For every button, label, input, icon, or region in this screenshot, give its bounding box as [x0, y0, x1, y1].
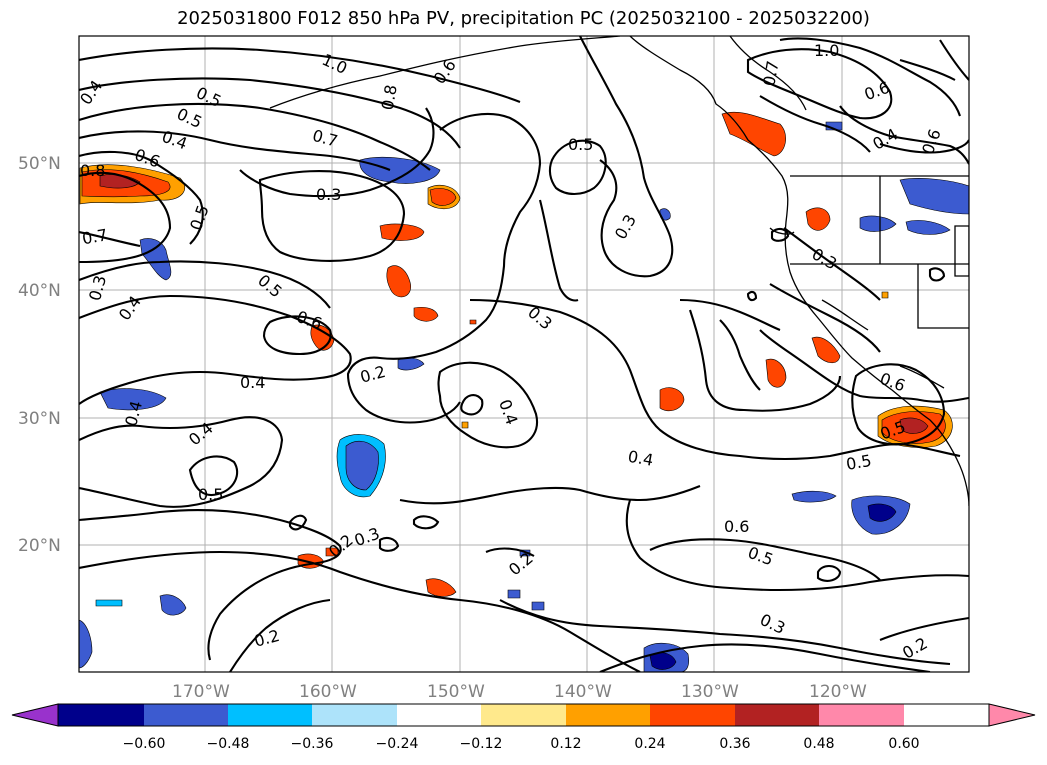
- colorbar-segment: [312, 704, 397, 726]
- map-area: 0.4 0.5 1.0 0.6 0.8 0.7 0.5 1.0 0.6 0.4 …: [79, 36, 969, 672]
- contour-label: 0.6: [724, 517, 749, 536]
- contour-label: 0.8: [378, 83, 401, 111]
- lon-label-170w: 170°W: [172, 682, 230, 702]
- colorbar-segment: [650, 704, 735, 726]
- map-title: 2025031800 F012 850 hPa PV, precipitatio…: [177, 8, 870, 29]
- graticule: [79, 36, 969, 672]
- lon-label-130w: 130°W: [681, 682, 739, 702]
- colorbar-tick-label: −0.24: [376, 736, 419, 752]
- contour-label: 0.4: [240, 373, 265, 392]
- colorbar-tick-label: −0.48: [207, 736, 250, 752]
- map-frame: [78, 35, 970, 673]
- colorbar-min-extension: [11, 703, 59, 727]
- lat-label-30n: 30°N: [18, 409, 61, 429]
- colorbar-ticks: −0.60 −0.48 −0.36 −0.24 −0.12 0.12 0.24 …: [123, 736, 920, 752]
- colorbar-segment: [228, 704, 312, 726]
- colorbar-segment: [481, 704, 566, 726]
- colorbar-tick-label: −0.60: [123, 736, 166, 752]
- lat-label-50n: 50°N: [18, 154, 61, 174]
- contour-label: 1.0: [814, 41, 839, 60]
- lat-label-40n: 40°N: [18, 281, 61, 301]
- contour-label: 0.8: [80, 161, 105, 180]
- contour-label: 0.7: [759, 59, 782, 87]
- lon-label-150w: 150°W: [427, 682, 485, 702]
- colorbar-max-extension: [988, 703, 1036, 727]
- pv-contours: [79, 36, 969, 672]
- colorbar-segment: [58, 704, 144, 726]
- colorbar-tick-label: 0.12: [550, 736, 581, 752]
- colorbar-tick-label: 0.24: [634, 736, 665, 752]
- lon-label-140w: 140°W: [554, 682, 612, 702]
- contour-label: 0.4: [626, 447, 654, 470]
- colorbar-segment: [819, 704, 904, 726]
- contour-label: 0.5: [845, 451, 873, 474]
- lat-label-20n: 20°N: [18, 536, 61, 556]
- contour-label: 0.7: [81, 225, 109, 248]
- contour-label: 0.5: [568, 135, 593, 154]
- latitude-labels: 50°N 40°N 30°N 20°N: [18, 154, 61, 556]
- colorbar: −0.60 −0.48 −0.36 −0.24 −0.12 0.12 0.24 …: [11, 703, 1036, 752]
- colorbar-segment: [904, 704, 989, 726]
- colorbar-segment: [397, 704, 481, 726]
- precip-negative-areas: [79, 121, 969, 672]
- colorbar-tick-label: −0.36: [291, 736, 334, 752]
- contour-label: 0.3: [316, 185, 341, 204]
- lon-label-160w: 160°W: [299, 682, 357, 702]
- colorbar-segment: [144, 704, 228, 726]
- contour-label: 0.5: [198, 485, 223, 504]
- colorbar-tick-label: 0.36: [719, 736, 750, 752]
- lon-label-120w: 120°W: [809, 682, 867, 702]
- colorbar-tick-label: 0.48: [803, 736, 834, 752]
- colorbar-tick-label: 0.60: [888, 736, 919, 752]
- colorbar-tick-label: −0.12: [460, 736, 503, 752]
- longitude-labels: 170°W 160°W 150°W 140°W 130°W 120°W: [172, 682, 867, 702]
- colorbar-segment: [566, 704, 650, 726]
- colorbar-segment: [735, 704, 819, 726]
